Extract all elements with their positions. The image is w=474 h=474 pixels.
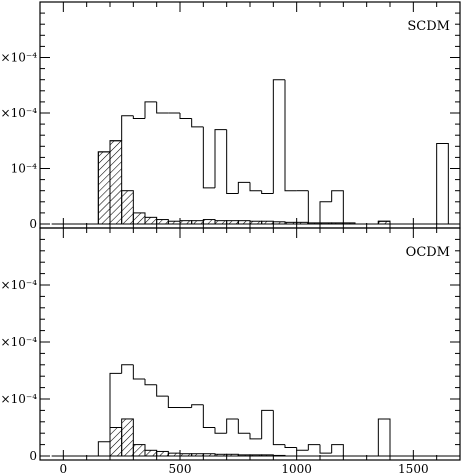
outline-bar [296,447,309,451]
outline-bar [97,441,110,456]
y-tick-label: ×10⁻⁴ [1,392,38,406]
outline-bar [284,79,297,192]
hatched-bar [144,216,158,225]
outline-bar [226,418,239,434]
hatched-bar [97,151,111,225]
panel-label: SCDM [407,19,450,34]
outline-bar [121,364,134,374]
outline-bar [144,101,157,119]
outline-bar [331,444,344,456]
outline-bar [284,444,297,448]
y-tick-label: 0 [29,217,37,231]
hatched-bar [109,427,123,457]
x-tick-label: 0 [60,462,68,474]
outline-bar [237,418,250,434]
outline-bar [144,379,157,386]
outline-bar [436,143,449,224]
outline-bar [132,115,145,120]
outline-bar [97,151,110,224]
outline-bar [109,140,122,152]
y-tick-label: 10⁻⁴ [11,162,38,176]
panel-1: 0 ×10⁻⁴ ×10⁻⁴ ×10⁻⁴ 0 500 1000 1500 OCDM [1,227,461,474]
outline-bar [167,396,180,409]
outline-bar [331,190,344,224]
outline-bar [214,427,227,434]
outline-bar [156,101,169,114]
hatched-bar [121,418,134,457]
outline-bar [202,404,215,428]
hatched-bar [156,450,169,457]
outline-bar [109,372,122,442]
y-tick-label: ×10⁻⁴ [1,51,38,65]
outline-bar [202,126,215,189]
panel-label: OCDM [406,245,450,260]
outline-bar [319,201,332,224]
hatched-bar [144,449,158,457]
outline-bar [249,433,262,440]
y-tick-label: ×10⁻⁴ [1,335,38,349]
outline-bar [179,113,192,120]
outline-bar [261,190,274,194]
outline-bar [214,129,227,188]
y-tick-label: ×10⁻⁴ [1,278,38,292]
outline-bar [377,418,391,456]
x-tick-label: 500 [169,462,192,474]
outline-bar [307,444,320,451]
outline-bar [191,404,204,408]
outline-bar [226,129,239,194]
panel-0: 0 10⁻⁴ ×10⁻⁴ ×10⁻⁴ SCDM [1,1,461,231]
outline-bar [261,409,274,439]
outline-bar [272,410,285,446]
y-tick-label: ×10⁻⁴ [1,106,38,120]
outline-bar [132,364,145,380]
hatched-bar [202,219,216,225]
outline-bar [249,182,262,192]
outline-bar [237,181,250,194]
outline-bar [319,444,332,454]
hatched-bar [132,444,146,457]
x-tick-label: 1000 [281,462,312,474]
outline-bar [307,190,320,225]
hatched-bar [156,219,169,225]
outline-bar [191,118,204,128]
outline-bar [121,115,134,141]
outline-bar [156,384,169,397]
plot-frame [39,227,461,461]
hatched-bar [132,212,146,225]
y-tick-label: 0 [29,449,37,463]
outline-bar [272,79,285,194]
x-tick-label: 1500 [398,462,429,474]
hatched-bar [109,140,123,225]
outline-bar [377,220,391,224]
hatched-bar [121,190,134,225]
